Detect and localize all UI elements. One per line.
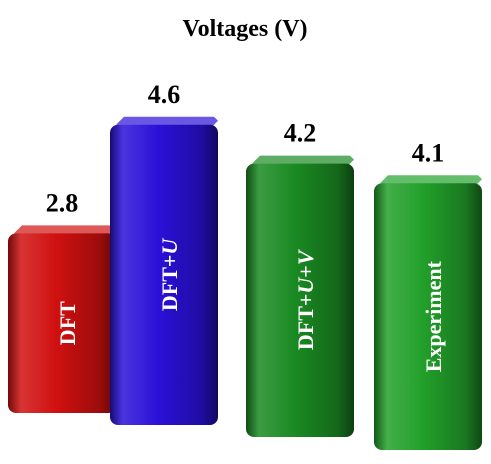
category-label-3: Experiment: [421, 260, 446, 372]
bar-dft-u: [110, 124, 218, 426]
bar-dft-u-v: [246, 163, 354, 437]
value-label-0: 2.8: [46, 188, 79, 217]
value-label-2: 4.2: [284, 119, 317, 148]
value-label-1: 4.6: [148, 80, 181, 109]
category-label-1: DFT+U: [157, 238, 182, 312]
bar-dft: [8, 233, 116, 413]
bar-experiment: [374, 183, 482, 451]
chart-title: Voltages (V): [182, 16, 307, 42]
value-label-3: 4.1: [412, 138, 445, 167]
category-label-0: DFT: [55, 301, 80, 345]
bars-group: 2.8 DFT 4.6 DFT+U 4.2 DFT+U+V 4.1 Experiment: [8, 80, 482, 451]
category-label-2: DFT+U+V: [293, 248, 318, 350]
